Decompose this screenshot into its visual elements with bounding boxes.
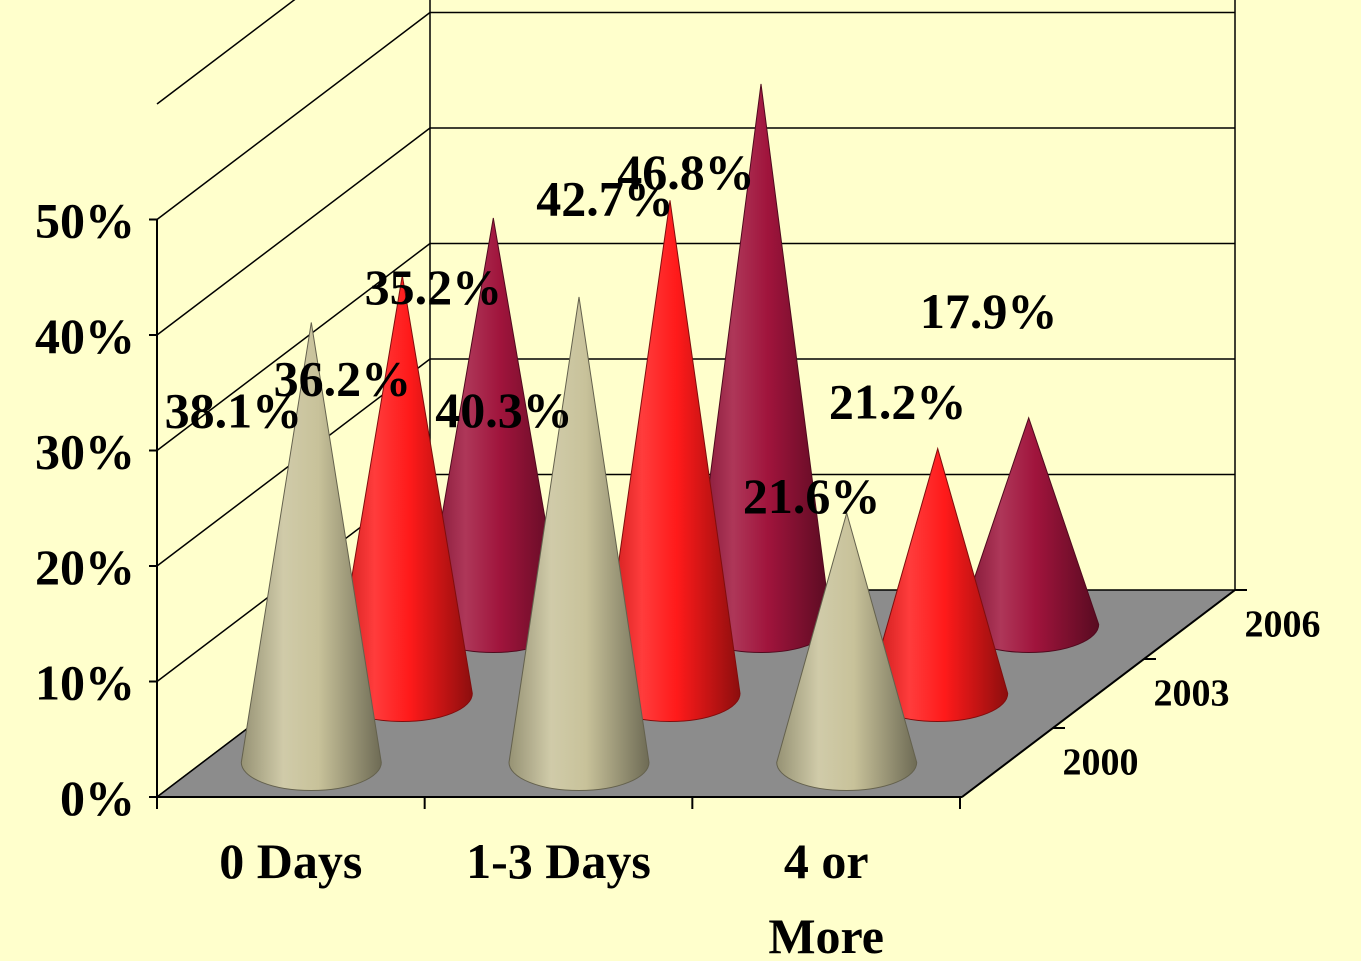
- chart-cones: [240, 83, 1100, 791]
- depth-axis-label-2000: 2000: [1063, 742, 1139, 784]
- y-tick-label: 0%: [60, 770, 135, 826]
- y-tick-label: 10%: [35, 655, 135, 711]
- side-gridline: [156, 0, 296, 105]
- value-label-2006-0: 35.2%: [365, 259, 503, 315]
- depth-axis-label-2006: 2006: [1245, 604, 1321, 646]
- value-label-2003-0: 36.2%: [274, 350, 412, 406]
- side-gridline: [156, 127, 431, 336]
- value-labels: 35.2% 46.8% 17.9% 36.2% 42.7% 21.2% 38.1% 40.3%…: [165, 144, 1058, 524]
- value-label-2006-2: 17.9%: [920, 283, 1058, 339]
- x-category-label: 1-3 Days: [466, 833, 651, 889]
- cone-2000-0: [240, 322, 382, 791]
- x-category-label: More: [768, 908, 884, 961]
- y-tick-label: 40%: [35, 308, 135, 364]
- y-tick-label: 50%: [35, 193, 135, 249]
- y-tick-label: 30%: [35, 424, 135, 480]
- value-label-2006-1: 46.8%: [617, 144, 755, 200]
- y-tick-label: 20%: [35, 539, 135, 595]
- depth-axis-line: [961, 589, 1236, 798]
- side-gridline: [156, 242, 431, 452]
- x-category-label: 0 Days: [219, 833, 362, 889]
- value-label-2003-1: 42.7%: [536, 170, 674, 226]
- value-label-2000-2: 21.6%: [743, 468, 881, 524]
- value-label-2000-0: 38.1%: [165, 382, 303, 438]
- value-label-2003-2: 21.2%: [829, 374, 967, 430]
- cone-2000-1: [508, 296, 650, 791]
- side-gridline: [156, 11, 431, 221]
- chart-axes: 0% 10% 20% 30% 40% 50% 0 Days 1-3 Days 4 or More 2…: [35, 193, 1321, 965]
- cone-2000-2: [776, 511, 918, 791]
- depth-axis-label-2003: 2003: [1154, 673, 1230, 715]
- x-category-label: 4 or: [784, 833, 869, 889]
- value-label-2000-1: 40.3%: [435, 382, 573, 438]
